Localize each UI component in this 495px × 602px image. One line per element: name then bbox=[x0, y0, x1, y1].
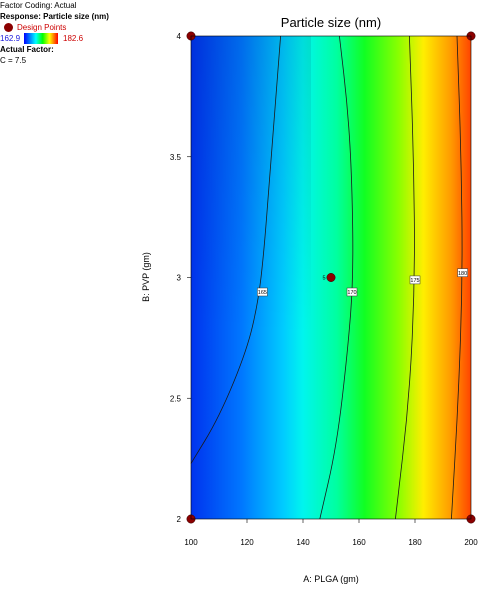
chart-info-panel: Factor Coding: Actual Response: Particle… bbox=[0, 0, 109, 66]
range-low-value: 162.9 bbox=[0, 34, 21, 43]
design-points: 5 bbox=[186, 31, 476, 524]
contour-label-box bbox=[409, 275, 421, 285]
contour-line-180 bbox=[451, 35, 463, 520]
contour-label: 170 bbox=[347, 290, 356, 296]
plot-frame bbox=[190, 35, 472, 520]
y-tick-label: 4 bbox=[177, 32, 182, 41]
color-gradient-bar bbox=[24, 33, 59, 45]
contour-label-box bbox=[257, 287, 268, 297]
y-axis-label: B: PVP (gm) bbox=[141, 252, 151, 302]
contour-line-170 bbox=[319, 35, 354, 520]
actual-factor-title: Actual Factor: bbox=[0, 45, 54, 55]
contour-line-165 bbox=[190, 35, 281, 464]
x-tick-label: 160 bbox=[352, 538, 366, 547]
plot-shading bbox=[191, 36, 311, 336]
design-point-icon bbox=[4, 23, 13, 33]
y-tick-label: 2 bbox=[177, 515, 182, 524]
range-high-value: 182.6 bbox=[63, 34, 84, 43]
response-text: Response: Particle size (nm) bbox=[0, 12, 109, 21]
contour-label: 175 bbox=[410, 278, 419, 284]
y-tick-label: 2.5 bbox=[170, 394, 182, 403]
design-points-legend: Design Points bbox=[0, 22, 109, 33]
y-tick-label: 3.5 bbox=[170, 153, 182, 162]
contour-label: 165 bbox=[258, 290, 267, 296]
contour-label: 180 bbox=[458, 271, 467, 277]
design-point-label: 5 bbox=[322, 276, 325, 282]
x-tick-label: 100 bbox=[184, 538, 198, 547]
design-points-label: Design Points bbox=[17, 23, 67, 32]
chart-title: Particle size (nm) bbox=[281, 15, 381, 30]
contour-label-box bbox=[346, 287, 358, 297]
x-tick-label: 180 bbox=[408, 538, 422, 547]
x-tick-label: 120 bbox=[240, 538, 254, 547]
color-range-legend: 162.9 182.6 bbox=[0, 33, 109, 45]
contour-label-box bbox=[457, 268, 468, 277]
y-tick-label: 3 bbox=[177, 274, 182, 283]
x-tick-label: 140 bbox=[296, 538, 310, 547]
x-tick-label: 200 bbox=[464, 538, 478, 547]
design-point bbox=[326, 273, 336, 282]
contour-labels: 165 170 175 180 bbox=[257, 268, 468, 297]
x-axis-label: A: PLGA (gm) bbox=[303, 574, 359, 584]
factor-coding-text: Factor Coding: Actual bbox=[0, 1, 77, 10]
tick-labels: 100 120 140 160 180 200 2 2.5 3 3.5 4 bbox=[170, 32, 478, 547]
actual-factor-value: C = 7.5 bbox=[0, 56, 27, 66]
